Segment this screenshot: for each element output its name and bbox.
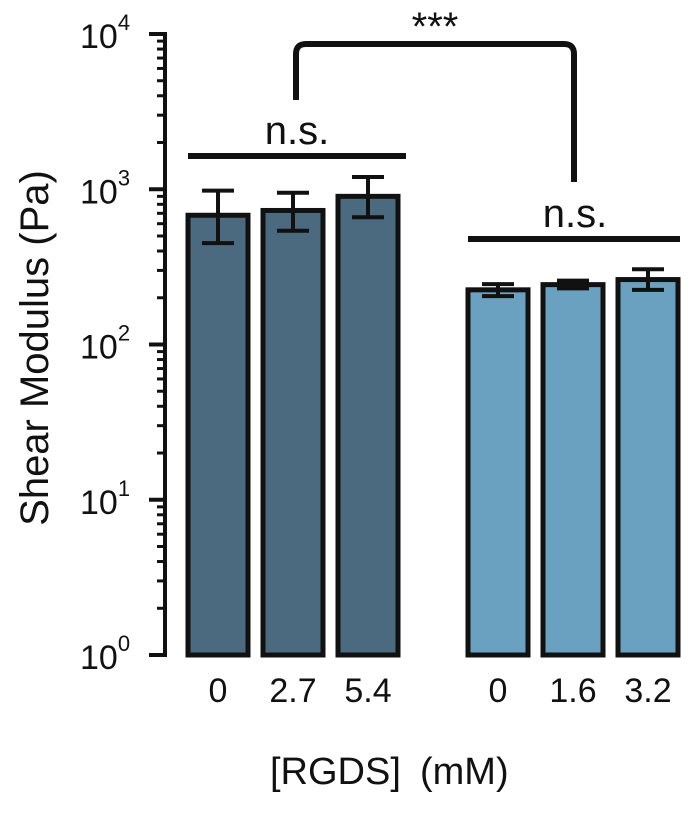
between-groups-sig-label: *** bbox=[412, 5, 459, 49]
x-axis-label-rgds: [RGDS] bbox=[270, 751, 401, 793]
error-bar-g2-2 bbox=[557, 278, 589, 291]
significance-annotations: n.s. n.s. *** bbox=[188, 5, 680, 242]
y-tick-label-2: 102 bbox=[80, 321, 130, 367]
x-tick-label-g1-1: 0 bbox=[209, 672, 228, 710]
bar-g2-3 bbox=[615, 277, 681, 658]
error-bar-g2-1 bbox=[482, 282, 514, 299]
error-bar-g1-3 bbox=[352, 174, 384, 220]
x-tick-label-g1-3: 5.4 bbox=[344, 672, 391, 710]
y-tick-label-0: 100 bbox=[80, 631, 130, 677]
between-groups-sig-bracket bbox=[293, 41, 577, 182]
axes-layer: 0 2.7 5.4 0 1.6 3.2 100 101 102 103 104 bbox=[80, 10, 672, 710]
bar-g1-1 bbox=[185, 212, 251, 658]
error-bar-g2-3 bbox=[632, 267, 664, 292]
x-tick-label-g2-3: 3.2 bbox=[624, 672, 671, 710]
bar-g1-2 bbox=[260, 207, 326, 658]
x-tick-label-g1-2: 2.7 bbox=[269, 672, 316, 710]
x-axis-label-unit: (mM) bbox=[420, 751, 509, 793]
group2-sig-label: n.s. bbox=[543, 192, 607, 236]
y-axis-label: Shear Modulus (Pa) bbox=[13, 170, 57, 526]
bar-g2-2 bbox=[540, 282, 606, 658]
y-tick-label-3: 103 bbox=[80, 165, 130, 211]
error-bar-g1-1 bbox=[202, 188, 234, 246]
y-tick-label-1: 101 bbox=[80, 476, 130, 522]
bar-g2-1 bbox=[465, 287, 531, 658]
bar-g1-3 bbox=[335, 193, 401, 658]
bars-layer bbox=[185, 174, 681, 658]
x-tick-label-g2-2: 1.6 bbox=[549, 672, 596, 710]
y-tick-label-4: 104 bbox=[80, 10, 130, 56]
group1-sig-label: n.s. bbox=[265, 109, 329, 153]
x-tick-label-g2-1: 0 bbox=[489, 672, 508, 710]
error-bar-g1-2 bbox=[277, 190, 309, 233]
